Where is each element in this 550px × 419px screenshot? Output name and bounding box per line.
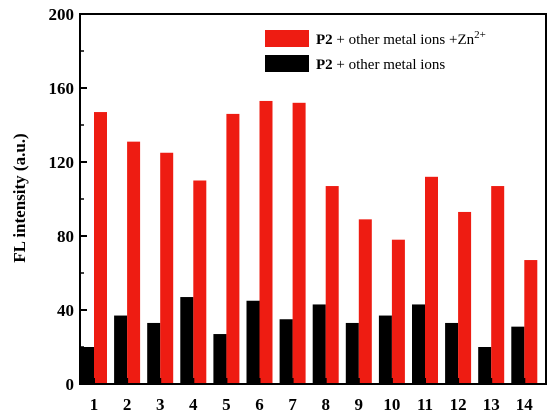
x-tick-label: 6 [255, 395, 264, 414]
bar-metal-ions-14 [511, 326, 525, 384]
bar-metal-ions-1 [81, 347, 94, 384]
x-tick-label: 3 [156, 395, 165, 414]
y-axis-title: FL intensity (a.u.) [10, 133, 29, 262]
bar-metal-ions-11 [412, 304, 425, 384]
bar-metal-ions-zn-8 [325, 186, 339, 384]
x-tick-label: 4 [189, 395, 198, 414]
legend-swatch [265, 55, 309, 72]
x-tick-label: 9 [355, 395, 364, 414]
bars-group [81, 100, 538, 385]
bar-metal-ions-zn-9 [358, 219, 372, 384]
bar-metal-ions-12 [445, 322, 459, 384]
y-tick-label: 40 [57, 301, 74, 320]
x-tick-label: 2 [123, 395, 132, 414]
bar-metal-ions-10 [378, 315, 392, 384]
x-tick-label: 5 [222, 395, 231, 414]
bar-metal-ions-7 [279, 319, 293, 384]
y-tick-label: 0 [66, 375, 75, 394]
bar-metal-ions-zn-14 [524, 260, 538, 384]
y-tick-label: 160 [49, 79, 75, 98]
y-tick-label: 120 [49, 153, 75, 172]
bar-metal-ions-zn-1 [94, 112, 107, 385]
bar-metal-ions-zn-2 [127, 141, 141, 384]
legend-swatch [265, 30, 309, 47]
bar-metal-ions-5 [213, 334, 227, 384]
bar-metal-ions-zn-7 [292, 102, 306, 385]
bar-metal-ions-6 [246, 300, 260, 384]
bar-metal-ions-9 [345, 322, 359, 384]
y-tick-label: 80 [57, 227, 74, 246]
x-tick-label: 13 [483, 395, 500, 414]
bar-metal-ions-2 [114, 315, 128, 384]
y-tick-label: 200 [49, 5, 75, 24]
bar-metal-ions-3 [147, 322, 161, 384]
x-tick-label: 12 [450, 395, 467, 414]
bar-metal-ions-zn-12 [458, 211, 472, 384]
bar-metal-ions-zn-10 [391, 239, 405, 384]
x-tick-label: 10 [383, 395, 400, 414]
legend-entry-metal-ions: P2 + other metal ions [316, 57, 445, 73]
bar-metal-ions-zn-5 [226, 113, 240, 385]
bar-metal-ions-zn-4 [193, 180, 207, 384]
legend-entry-zn: P2 + other metal ions +Zn2+ [316, 29, 486, 48]
legend: P2 + other metal ions +Zn2+ P2 + other me… [265, 29, 486, 73]
bar-metal-ions-8 [312, 304, 326, 384]
bar-metal-ions-13 [478, 347, 492, 384]
x-tick-label: 14 [516, 395, 534, 414]
bar-metal-ions-zn-6 [259, 100, 273, 384]
bar-metal-ions-zn-11 [425, 176, 438, 384]
bar-metal-ions-zn-13 [491, 186, 505, 384]
x-tick-label: 7 [288, 395, 297, 414]
bar-metal-ions-4 [180, 297, 194, 384]
x-tick-label: 8 [321, 395, 330, 414]
bar-metal-ions-zn-3 [160, 152, 174, 384]
x-tick-label: 11 [417, 395, 433, 414]
x-tick-label: 1 [90, 395, 99, 414]
